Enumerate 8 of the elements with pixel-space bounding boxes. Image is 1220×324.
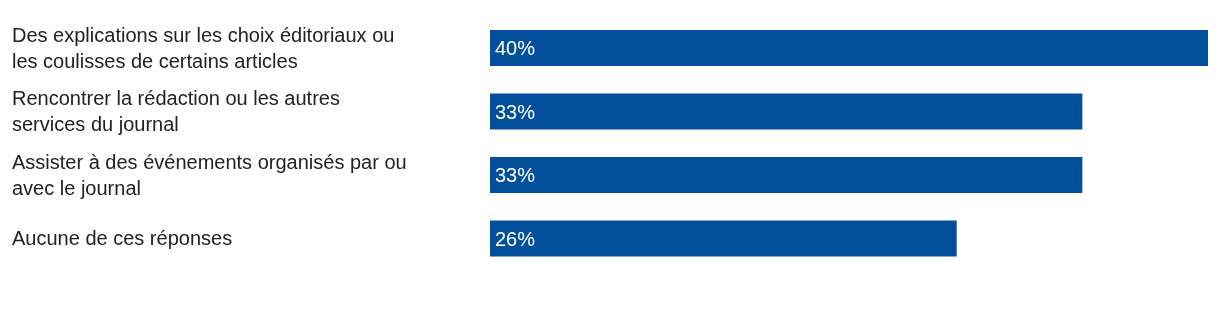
data-label: 40% <box>495 37 536 60</box>
y-tick-label: Assister à des événements organisés par ou avec le journal <box>12 150 407 199</box>
y-tick-label: Des explications sur les choix éditoriaux ou les coulisses de certains articles <box>12 23 395 72</box>
data-label: 26% <box>495 227 536 250</box>
y-tick-label: Rencontrer la rédaction ou les autres services du journal <box>12 87 340 136</box>
y-tick-label: Aucune de ces réponses <box>12 227 233 250</box>
data-label: 33% <box>495 100 536 123</box>
data-label: 33% <box>495 164 536 187</box>
